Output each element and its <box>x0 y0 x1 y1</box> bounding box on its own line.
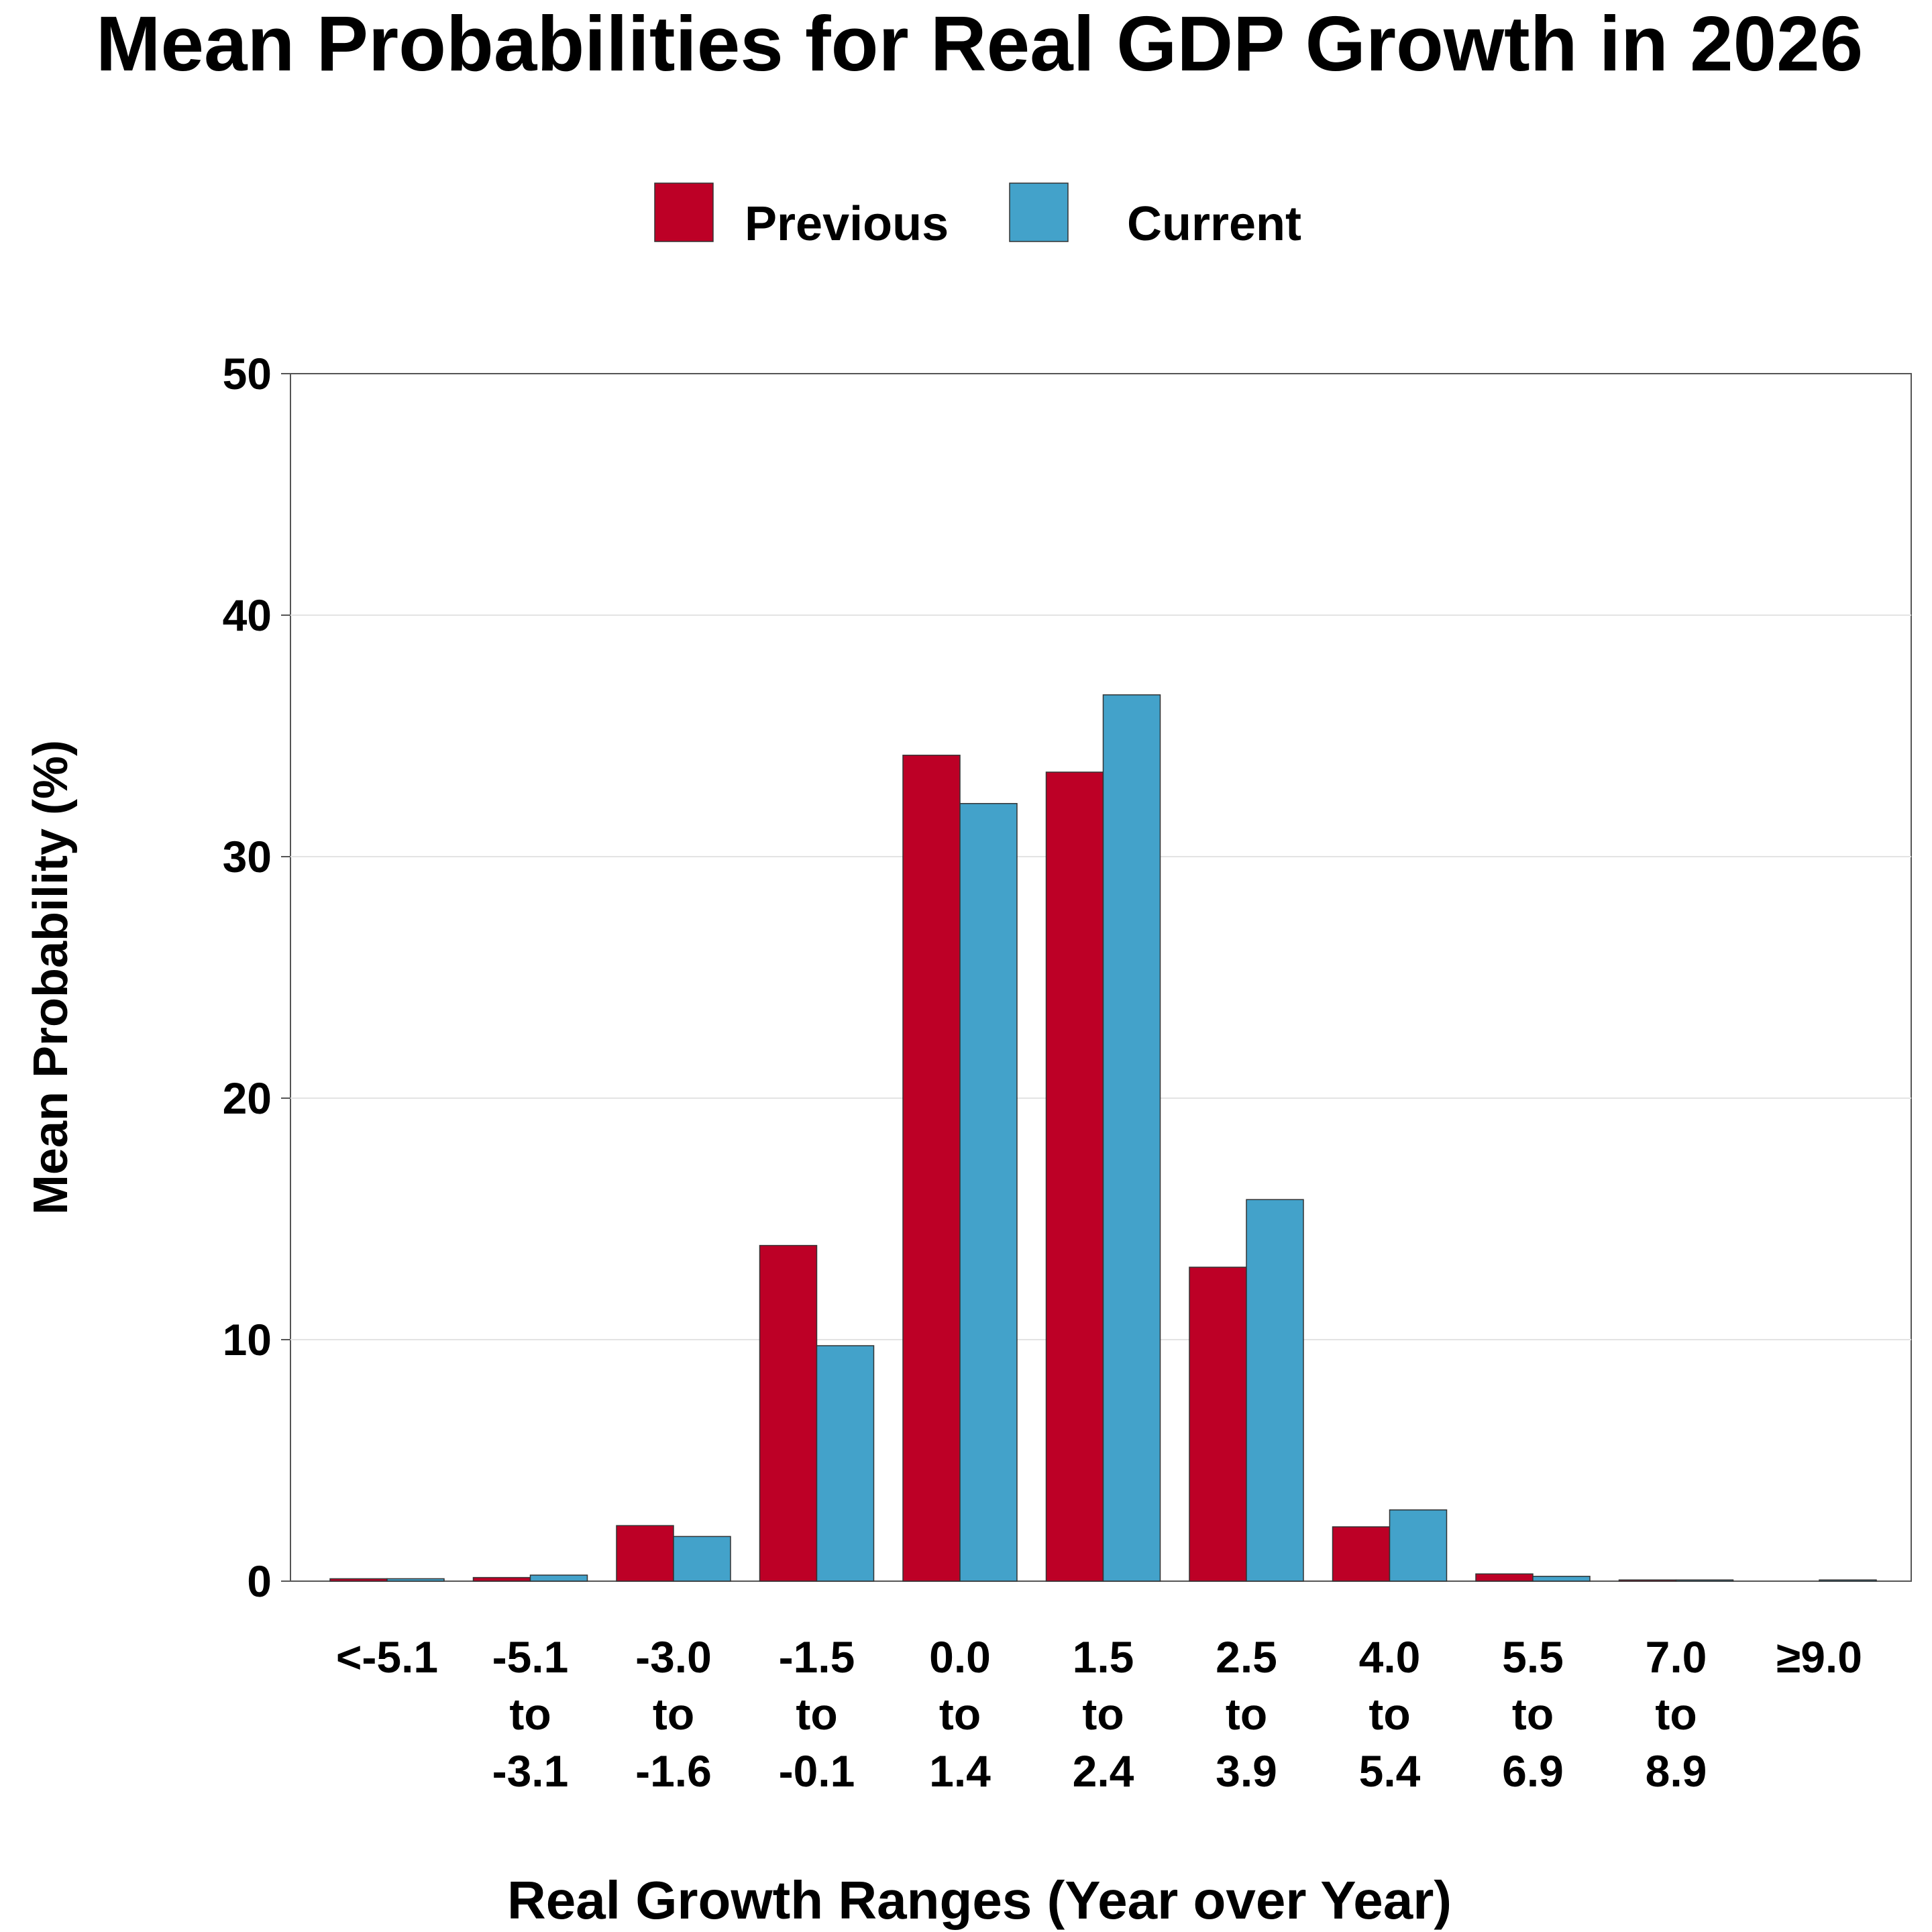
legend-label-current: Current <box>1127 197 1301 251</box>
bar-current-10 <box>1819 1579 1877 1582</box>
x-category-label: 3.9 <box>1216 1746 1277 1796</box>
legend-swatch-previous <box>654 182 714 242</box>
chart-title: Mean Probabilities for Real GDP Growth i… <box>96 0 1863 87</box>
x-axis-label: Real Growth Ranges (Year over Year) <box>507 1870 1452 1930</box>
bar-previous-7 <box>1332 1526 1391 1582</box>
x-category-label: 6.9 <box>1502 1746 1564 1796</box>
bar-current-0 <box>386 1578 445 1582</box>
y-axis-ticks: 0 10 20 30 40 50 <box>223 349 290 1606</box>
bar-current-8 <box>1532 1576 1591 1582</box>
x-category-label: ≥9.0 <box>1776 1632 1862 1682</box>
x-category-label: 1.4 <box>929 1746 991 1796</box>
bars <box>329 694 1877 1582</box>
x-category-label: to <box>1512 1689 1554 1739</box>
x-category-label: -1.6 <box>635 1746 712 1796</box>
x-category-label: 2.4 <box>1073 1746 1134 1796</box>
bar-previous-1 <box>472 1576 531 1582</box>
y-axis-label: Mean Probability (%) <box>24 740 78 1215</box>
y-tick-label: 30 <box>223 832 272 881</box>
x-category-label: 4.0 <box>1359 1632 1421 1682</box>
x-category-label: -0.1 <box>779 1746 855 1796</box>
bar-current-3 <box>816 1345 875 1582</box>
x-category-label: to <box>1226 1689 1267 1739</box>
bar-previous-3 <box>759 1244 818 1582</box>
x-category-label: <-5.1 <box>336 1632 438 1682</box>
x-category-label: to <box>1082 1689 1124 1739</box>
bar-previous-8 <box>1475 1573 1534 1582</box>
bar-previous-2 <box>616 1525 674 1582</box>
y-tick-label: 10 <box>223 1315 272 1364</box>
x-category-label: to <box>796 1689 837 1739</box>
legend-label-previous: Previous <box>745 197 949 251</box>
x-category-label: 2.5 <box>1216 1632 1277 1682</box>
bar-current-2 <box>673 1536 731 1582</box>
x-category-label: 0.0 <box>929 1632 991 1682</box>
x-category-label: -3.1 <box>492 1746 569 1796</box>
legend-swatch-current <box>1009 182 1069 242</box>
x-category-label: to <box>1655 1689 1697 1739</box>
x-category-label: 5.4 <box>1359 1746 1421 1796</box>
x-category-label: to <box>653 1689 694 1739</box>
legend: Previous Current <box>654 182 1301 251</box>
y-tick-label: 50 <box>223 349 272 398</box>
x-category-label: 8.9 <box>1646 1746 1707 1796</box>
x-axis-categories: <-5.1 -5.1 to -3.1 -3.0 to -1.6 -1.5 to -0.1 0.0 to… <box>336 1632 1862 1796</box>
x-category-label: -5.1 <box>492 1632 569 1682</box>
bar-current-7 <box>1389 1509 1448 1582</box>
bar-current-4 <box>959 803 1018 1582</box>
y-tick-label: 20 <box>223 1073 272 1123</box>
y-tick-label: 0 <box>247 1556 272 1606</box>
y-tick-label: 40 <box>223 590 272 640</box>
x-category-label: to <box>939 1689 981 1739</box>
bar-previous-4 <box>902 755 961 1582</box>
x-category-label: to <box>509 1689 551 1739</box>
x-category-label: -3.0 <box>635 1632 712 1682</box>
x-category-label: 7.0 <box>1646 1632 1707 1682</box>
bar-previous-5 <box>1045 771 1104 1582</box>
x-category-label: -1.5 <box>779 1632 855 1682</box>
x-category-label: 1.5 <box>1073 1632 1134 1682</box>
bar-previous-9 <box>1618 1579 1677 1582</box>
bar-previous-0 <box>329 1578 388 1582</box>
bar-previous-6 <box>1189 1267 1247 1582</box>
bar-current-1 <box>529 1574 588 1582</box>
bar-current-6 <box>1246 1199 1304 1582</box>
bar-current-9 <box>1675 1579 1734 1582</box>
bar-current-5 <box>1102 694 1161 1582</box>
x-category-label: 5.5 <box>1502 1632 1564 1682</box>
x-category-label: to <box>1368 1689 1410 1739</box>
